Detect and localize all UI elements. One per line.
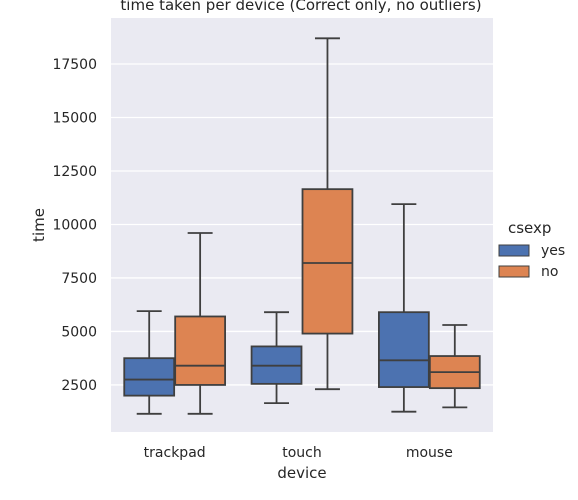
box-iqr (174, 315, 226, 386)
legend: csexp yes no (498, 219, 565, 280)
y-tick-label: 15000 (52, 110, 97, 126)
box-no-trackpad (174, 232, 226, 415)
box-no-mouse (428, 324, 481, 409)
y-tick-label: 10000 (52, 217, 97, 233)
legend-swatch (498, 244, 530, 257)
x-tick-label: mouse (406, 445, 453, 461)
legend-title: csexp (508, 219, 551, 237)
box-groups (123, 37, 481, 415)
legend-label: yes (541, 243, 565, 259)
y-tick-label: 2500 (61, 378, 97, 394)
box-yes-touch (250, 311, 303, 405)
y-tick-label: 17500 (52, 57, 97, 73)
x-tick-label: touch (282, 445, 322, 461)
chart-title: time taken per device (Correct only, no … (120, 0, 481, 14)
legend-label: no (541, 264, 558, 280)
box-no-touch (301, 37, 354, 391)
y-axis-label: time (30, 208, 48, 242)
x-tick-label: trackpad (144, 445, 206, 461)
box-iqr (301, 188, 354, 335)
box-iqr (123, 357, 176, 397)
x-axis-ticks: trackpad touch mouse (144, 445, 453, 461)
y-axis-ticks: 2500 5000 7500 10000 12500 15000 17500 (52, 57, 97, 394)
box-yes-mouse (378, 203, 430, 413)
y-tick-label: 7500 (61, 271, 97, 287)
y-tick-label: 12500 (52, 164, 97, 180)
box-iqr (378, 311, 430, 388)
x-axis-label: device (277, 464, 326, 482)
box-yes-trackpad (123, 310, 176, 415)
y-tick-label: 5000 (61, 324, 97, 340)
legend-swatch (498, 265, 530, 278)
